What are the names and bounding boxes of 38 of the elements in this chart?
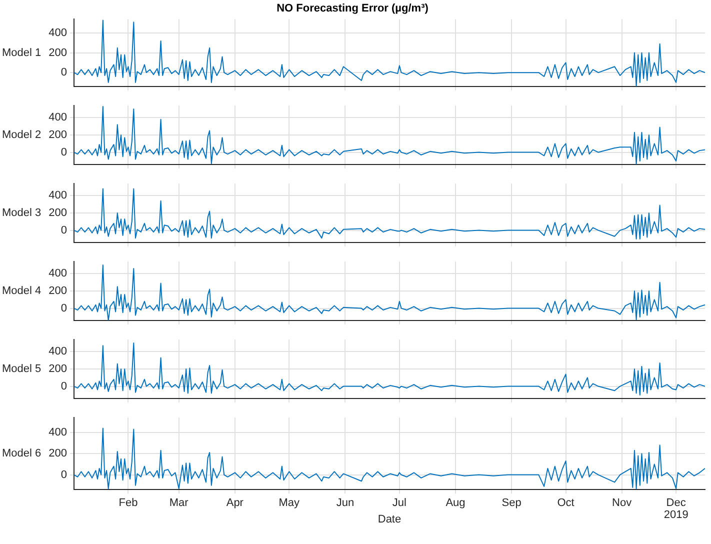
y-tick-label: 200 [48, 207, 67, 220]
y-axis-title: Model 4 [2, 285, 42, 298]
y-axis-title: Model 5 [2, 363, 42, 376]
y-tick-label: 0 [60, 66, 67, 79]
y-tick-label: 400 [48, 426, 67, 438]
y-tick-label: 400 [48, 268, 67, 280]
x-tick-label: Oct [557, 497, 574, 510]
y-axis-title: Model 2 [2, 129, 42, 142]
y-tick-label: 200 [48, 129, 67, 142]
x-tick-label: May [278, 497, 300, 510]
y-tick-label: 200 [48, 285, 67, 298]
y-axis-title: Model 1 [2, 46, 42, 59]
y-tick-label: 400 [48, 27, 67, 40]
x-tick-label: Jun [336, 497, 354, 510]
x-tick-label: Feb [118, 497, 138, 510]
y-axis-title: Model 3 [2, 207, 42, 220]
y-tick-label: 200 [48, 448, 67, 460]
y-tick-label: 0 [60, 146, 67, 158]
y-tick-label: 400 [48, 346, 67, 358]
x-tick-label: Nov [612, 497, 632, 510]
x-tick-label: Jul [392, 497, 406, 510]
y-tick-label: 0 [60, 302, 67, 314]
x-tick-label: Apr [226, 497, 244, 510]
y-tick-label: 400 [48, 112, 67, 124]
chart-title: NO Forecasting Error (µg/m³) [276, 2, 429, 15]
x-tick-label: Sep [502, 497, 522, 510]
y-tick-label: 400 [48, 190, 67, 202]
y-axis-title: Model 6 [2, 448, 42, 460]
y-tick-label: 200 [48, 46, 67, 59]
x-tick-label: Mar [169, 497, 189, 510]
x-axis-title: Date [378, 513, 402, 526]
y-tick-label: 0 [60, 224, 67, 236]
y-tick-label: 200 [48, 363, 67, 376]
x-tick-label: Dec [666, 497, 686, 510]
x-tick-label: Aug [446, 497, 466, 510]
text: 2019 [664, 509, 688, 522]
y-tick-label: 0 [60, 468, 67, 481]
y-tick-label: 0 [60, 380, 67, 392]
